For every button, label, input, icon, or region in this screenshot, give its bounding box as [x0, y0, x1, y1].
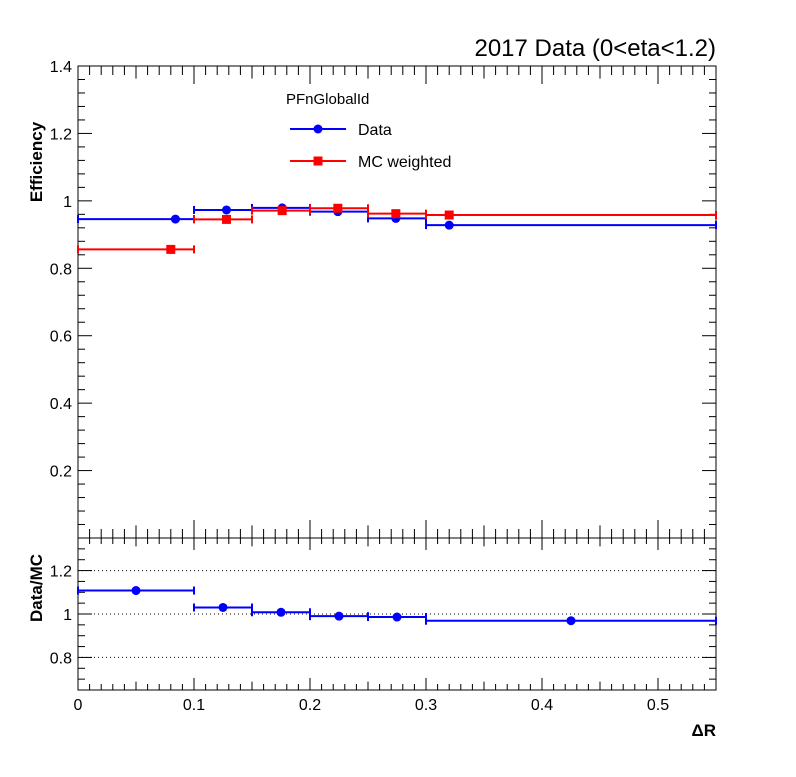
- top-point: [221, 205, 231, 215]
- top-point: [221, 214, 231, 224]
- ratio-point: [566, 616, 576, 626]
- y-tick-label: 0.4: [50, 396, 72, 413]
- y-tick-label: 0.2: [50, 464, 72, 481]
- x-tick-label: 0.5: [647, 697, 669, 714]
- chart-title: 2017 Data (0<eta<1.2): [474, 35, 716, 62]
- legend-entry-data: Data: [290, 122, 392, 139]
- top-series: [77, 203, 717, 254]
- legend-label-mc: MC weighted: [358, 154, 451, 171]
- ratio-point: [392, 612, 402, 622]
- ratio-series: [77, 586, 717, 626]
- legend-label-data: Data: [358, 122, 392, 139]
- ratio-y-tick-label: 0.8: [50, 650, 72, 667]
- top-point: [277, 206, 287, 216]
- y-axis-label: Efficiency: [27, 121, 46, 202]
- x-tick-label: 0.1: [183, 697, 205, 714]
- top-point: [444, 210, 454, 220]
- y-tick-label: 0.6: [50, 329, 72, 346]
- x-tick-label: 0.2: [299, 697, 321, 714]
- ratio-x-ticks: 0 0.1 0.2 0.3 0.4 0.5: [74, 538, 717, 714]
- y-tick-label: 0.8: [50, 261, 72, 278]
- top-x-ticks: [77, 66, 717, 538]
- ratio-y-ticks: 0.8 1 1.2: [50, 548, 716, 680]
- ratio-point: [276, 607, 286, 617]
- top-panel: 0.2 0.4 0.6 0.8 1 1.2 1.4 Efficiency: [27, 59, 717, 539]
- legend: PFnGlobalId Data MC weighted: [286, 91, 451, 171]
- top-point: [333, 203, 343, 213]
- top-point: [444, 220, 454, 230]
- legend-marker-mc: [313, 156, 323, 166]
- ratio-point: [131, 586, 141, 596]
- top-point: [391, 209, 401, 219]
- x-tick-label: 0: [74, 697, 83, 714]
- y-tick-label: 1.4: [50, 59, 72, 76]
- legend-entry-mc: MC weighted: [290, 154, 451, 171]
- top-point: [166, 244, 176, 254]
- ratio-y-tick-label: 1.2: [50, 564, 72, 581]
- ratio-panel: 0.8 1 1.2 0 0.1 0.2 0.3 0.4 0.5 Data/MC: [27, 537, 717, 714]
- x-tick-label: 0.4: [531, 697, 553, 714]
- ratio-y-tick-label: 1: [63, 607, 72, 624]
- ratio-point: [218, 602, 228, 612]
- top-point: [170, 214, 180, 224]
- ratio-point: [334, 611, 344, 621]
- x-axis-label: ΔR: [692, 721, 717, 740]
- top-y-ticks: 0.2 0.4 0.6 0.8 1 1.2 1.4: [50, 59, 716, 539]
- y-tick-label: 1.2: [50, 126, 72, 143]
- ratio-y-axis-label: Data/MC: [27, 554, 46, 622]
- top-series-1: [77, 203, 717, 254]
- ratio-series-0: [77, 586, 717, 626]
- x-tick-label: 0.3: [415, 697, 437, 714]
- y-tick-label: 1: [63, 194, 72, 211]
- legend-marker-data: [313, 124, 323, 134]
- legend-header: PFnGlobalId: [286, 91, 369, 108]
